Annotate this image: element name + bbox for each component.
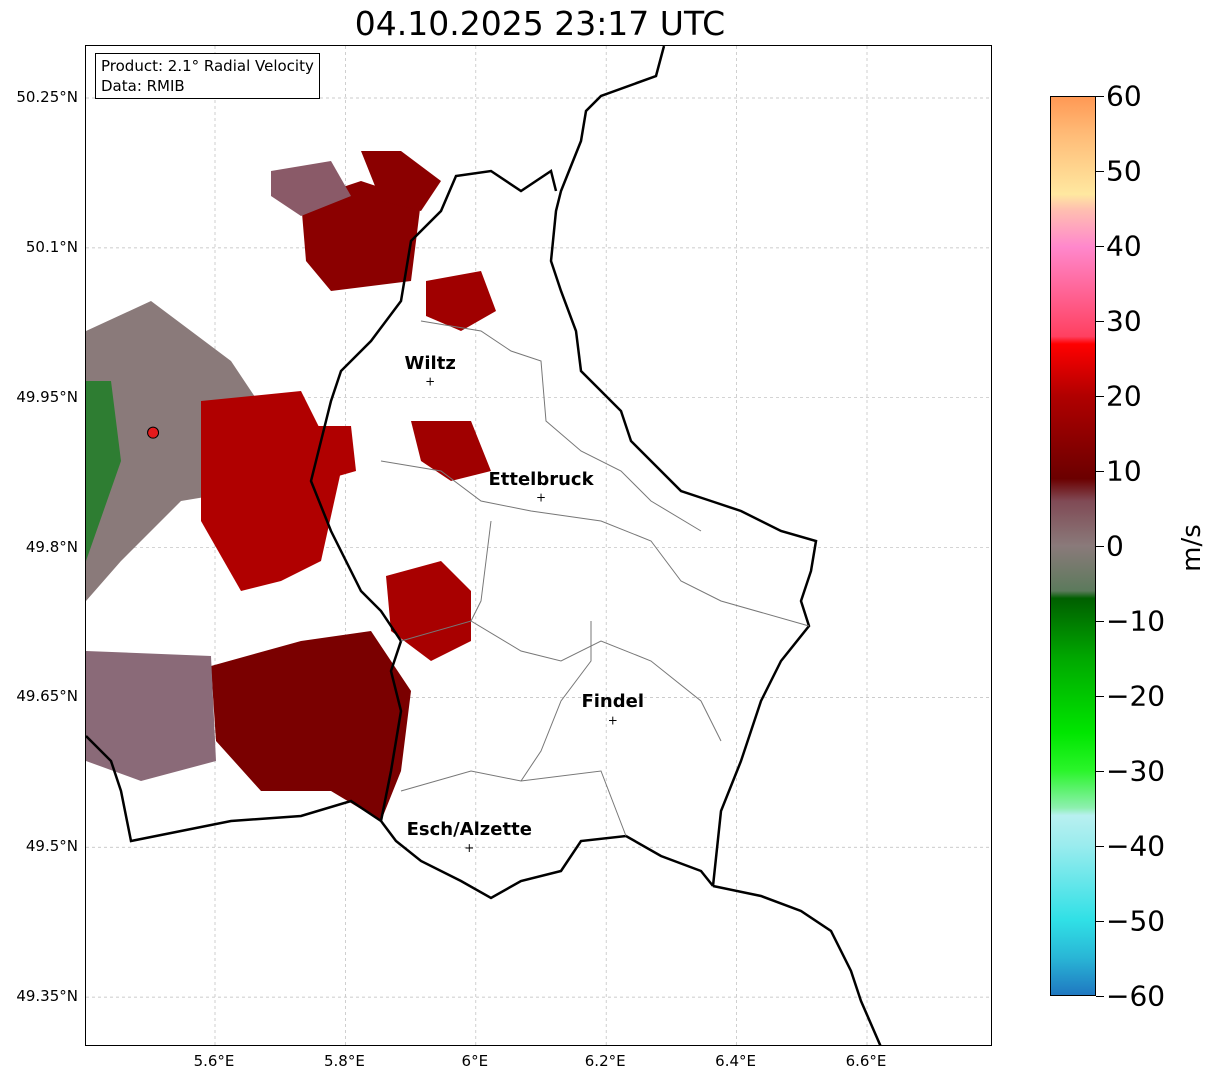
city-label: Esch/Alzette: [406, 819, 532, 841]
radar-echo: [426, 271, 496, 331]
lat-tick-label: 49.8°N: [25, 537, 78, 556]
colorbar-tick-label: 60: [1106, 79, 1142, 113]
colorbar-tick-label: −40: [1106, 829, 1166, 863]
lat-tick-label: 50.25°N: [16, 88, 78, 106]
radar-site-marker: [147, 426, 160, 439]
colorbar-tick-label: −50: [1106, 904, 1166, 938]
border-line: [549, 46, 818, 887]
colorbar-tick: [1096, 846, 1104, 847]
colorbar-tick-label: −20: [1106, 679, 1166, 713]
colorbar-tick-label: 30: [1106, 304, 1142, 338]
colorbar-tick: [1096, 996, 1104, 997]
lon-tick-label: 6.4°E: [715, 1052, 757, 1070]
colorbar-tick: [1096, 621, 1104, 622]
lat-tick-label: 49.5°N: [25, 837, 78, 856]
radar-echo: [86, 381, 121, 561]
radar-echo: [86, 301, 271, 601]
radar-echo: [301, 181, 421, 291]
city-marker: +: [608, 713, 618, 727]
colorbar-tick: [1096, 96, 1104, 97]
colorbar-unit: m/s: [1176, 524, 1207, 572]
colorbar-tick: [1096, 696, 1104, 697]
lon-tick-label: 6.2°E: [584, 1052, 626, 1070]
radar-echo: [386, 561, 471, 661]
radar-echo: [201, 391, 341, 591]
city-marker: +: [425, 375, 435, 389]
city-label: Findel: [581, 691, 644, 713]
lat-tick-label: 49.95°N: [16, 387, 78, 406]
colorbar-tick-label: 0: [1106, 529, 1124, 563]
colorbar-tick-label: −30: [1106, 754, 1166, 788]
colorbar-tick: [1096, 396, 1104, 397]
colorbar-tick: [1096, 546, 1104, 547]
colorbar-tick: [1096, 171, 1104, 172]
radar-echo: [411, 421, 491, 481]
colorbar-tick-label: −10: [1106, 604, 1166, 638]
colorbar-tick: [1096, 321, 1104, 322]
colorbar-tick-label: 10: [1106, 454, 1142, 488]
colorbar-tick-label: 20: [1106, 379, 1142, 413]
lon-tick-label: 5.8°E: [323, 1052, 365, 1070]
colorbar: [1050, 96, 1096, 996]
city-marker: +: [536, 491, 546, 505]
data-source-label: Data: RMIB: [101, 77, 185, 95]
product-label: Product: 2.1° Radial Velocity: [101, 57, 314, 75]
colorbar-tick: [1096, 771, 1104, 772]
colorbar-tick-label: 50: [1106, 154, 1142, 188]
lat-tick-label: 49.35°N: [16, 987, 78, 1006]
city-label: Ettelbruck: [488, 468, 594, 490]
radar-echo: [86, 651, 216, 781]
radar-echo: [361, 151, 441, 211]
district-line: [380, 460, 810, 627]
colorbar-tick: [1096, 246, 1104, 247]
border-line: [309, 168, 714, 900]
radar-echo: [271, 161, 351, 216]
district-line: [400, 620, 722, 742]
lon-tick-label: 6°E: [461, 1052, 489, 1070]
city-label: Wiltz: [404, 352, 456, 374]
lat-tick-label: 50.1°N: [25, 237, 78, 256]
lat-tick-label: 49.65°N: [16, 687, 78, 706]
district-line: [420, 320, 702, 532]
border-line: [712, 884, 882, 1045]
radar-map[interactable]: + + + + Product: 2.1° Radial Velocity Data:…: [85, 45, 992, 1046]
colorbar-tick: [1096, 921, 1104, 922]
district-line: [520, 621, 592, 782]
colorbar-tick-label: 40: [1106, 229, 1142, 263]
lon-tick-label: 5.6°E: [193, 1052, 235, 1070]
border-line: [86, 735, 382, 843]
colorbar-tick-label: −60: [1106, 979, 1166, 1013]
map-title: 04.10.2025 23:17 UTC: [354, 4, 726, 43]
radar-echo: [211, 631, 411, 821]
info-box: Product: 2.1° Radial Velocity Data: RMIB: [95, 53, 320, 99]
city-marker: +: [464, 841, 474, 855]
district-line: [470, 520, 492, 622]
lon-tick-label: 6.6°E: [845, 1052, 887, 1070]
colorbar-tick: [1096, 471, 1104, 472]
map-canvas: + + + +: [86, 46, 991, 1045]
